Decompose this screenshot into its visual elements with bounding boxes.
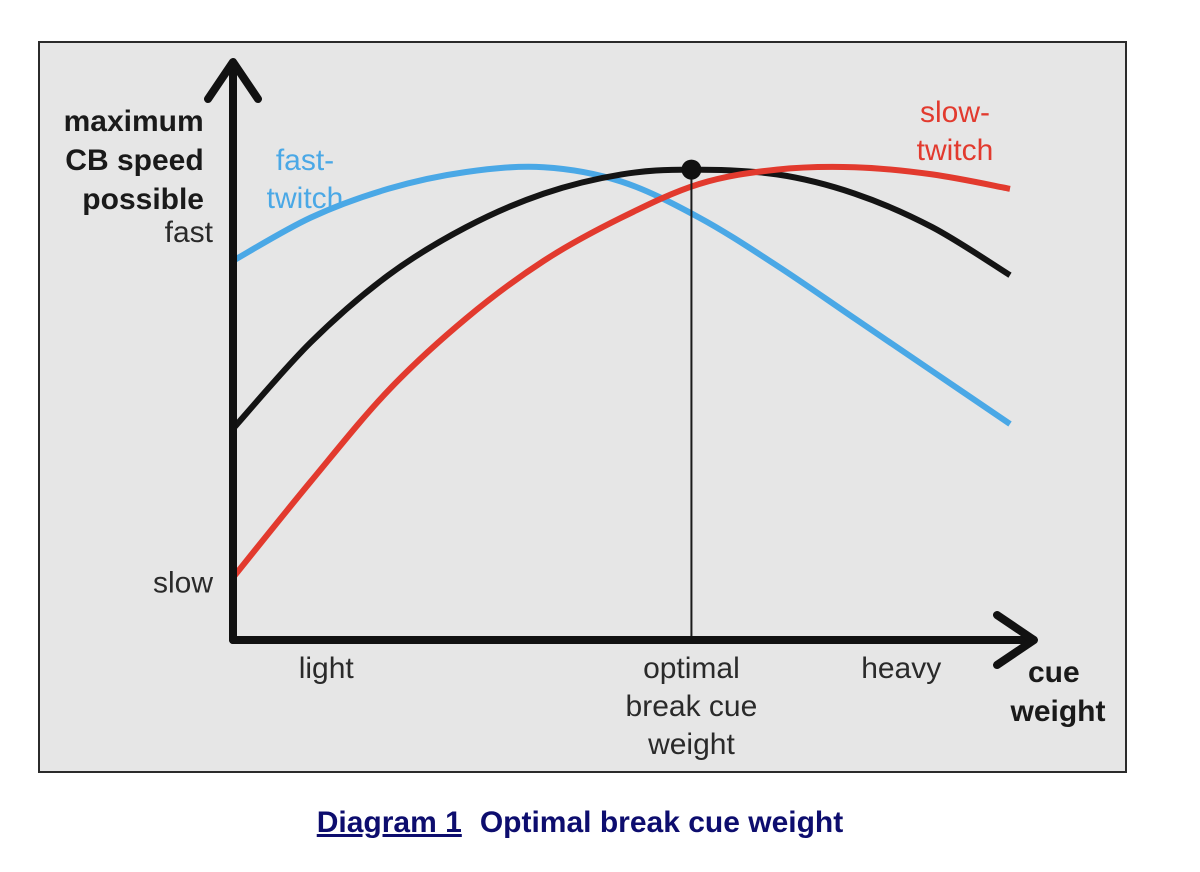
x-axis-title: cue weight bbox=[1010, 656, 1106, 728]
series-layer bbox=[230, 163, 1012, 580]
series-labels: fast-twitch slow-twitch bbox=[267, 96, 994, 215]
series-line-combined bbox=[230, 166, 1012, 431]
x-tick-label-heavy: heavy bbox=[861, 652, 941, 685]
series-line-fast-twitch bbox=[231, 163, 1012, 427]
figure-caption: Diagram 1 Optimal break cue weight bbox=[0, 806, 1160, 840]
x-tick-label-optimal: optimal break cue weight bbox=[626, 652, 758, 761]
caption-number: Diagram 1 bbox=[316, 806, 462, 839]
tick-labels: fast slow light optimal break cue weight heavy bbox=[153, 216, 941, 761]
y-tick-label-slow: slow bbox=[153, 566, 213, 599]
axes bbox=[204, 58, 1038, 669]
plot-frame bbox=[38, 41, 1127, 773]
y-axis-title: maximum CB speed possible bbox=[64, 105, 212, 216]
y-axis-arrowhead bbox=[204, 58, 262, 103]
x-axis-arrowhead bbox=[993, 611, 1038, 669]
series-label-fast-twitch: fast-twitch bbox=[267, 144, 344, 215]
series-label-slow-twitch: slow-twitch bbox=[917, 96, 994, 167]
caption-title: Optimal break cue weight bbox=[479, 806, 844, 839]
y-tick-label-fast: fast bbox=[165, 216, 214, 249]
series-line-slow-twitch bbox=[230, 163, 1011, 580]
chart: maximum CB speed possible cue weight fas… bbox=[38, 41, 1127, 773]
optimum-point bbox=[681, 159, 702, 180]
x-tick-label-light: light bbox=[299, 652, 355, 685]
